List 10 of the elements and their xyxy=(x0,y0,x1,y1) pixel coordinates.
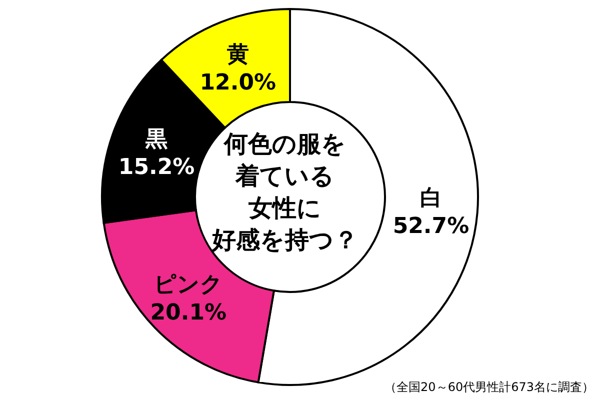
text: 何色の服を着ている女性に好感を持つ？ xyxy=(211,130,358,254)
data-label: 15.2% xyxy=(118,154,195,180)
slice-label: 黒 xyxy=(144,126,168,152)
data-label: 20.1% xyxy=(150,300,227,326)
data-label: 12.0% xyxy=(200,70,276,96)
slice-label: ピンク xyxy=(154,272,223,298)
text: （全国20～60代男性計673名に調査） xyxy=(384,379,594,396)
slice-label: 白 xyxy=(420,186,442,211)
slice-label: 黄 xyxy=(226,42,249,68)
data-label: 52.7% xyxy=(392,214,470,239)
